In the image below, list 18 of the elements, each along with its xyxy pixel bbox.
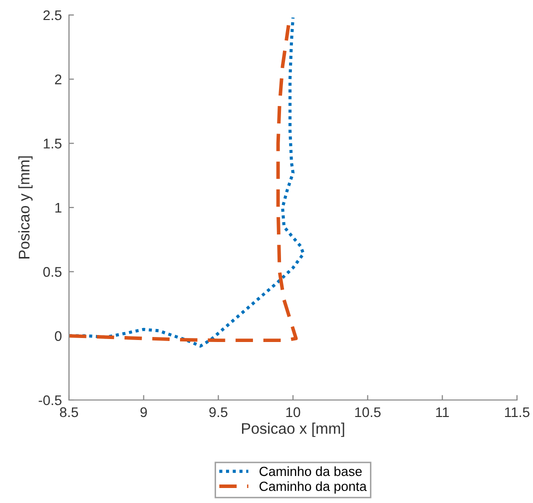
legend-label: Caminho da ponta bbox=[260, 481, 367, 494]
y-tick-label: 1.5 bbox=[44, 138, 62, 149]
x-tick-label: 11 bbox=[436, 407, 449, 418]
x-tick-label: 8.5 bbox=[60, 407, 78, 418]
x-tick-label: 10.5 bbox=[355, 407, 381, 418]
y-tick-label: 0 bbox=[54, 331, 62, 342]
x-tick-label: 9 bbox=[140, 407, 147, 418]
y-tick-label: 1 bbox=[55, 202, 62, 213]
y-tick-label: -0.5 bbox=[38, 395, 62, 406]
x-tick-label: 11.5 bbox=[505, 407, 530, 418]
y-tick-label: 0.5 bbox=[43, 267, 62, 277]
x-axis-title: Posicao x [mm] bbox=[242, 422, 344, 437]
x-tick-label: 9.5 bbox=[209, 407, 228, 418]
y-tick-label: 2.5 bbox=[43, 10, 62, 20]
y-axis-title: Posicao y [mm] bbox=[18, 156, 33, 258]
x-tick-label: 10 bbox=[286, 407, 300, 418]
legend-label: Caminho da base bbox=[260, 466, 362, 476]
y-tick-label: 2 bbox=[55, 74, 62, 84]
